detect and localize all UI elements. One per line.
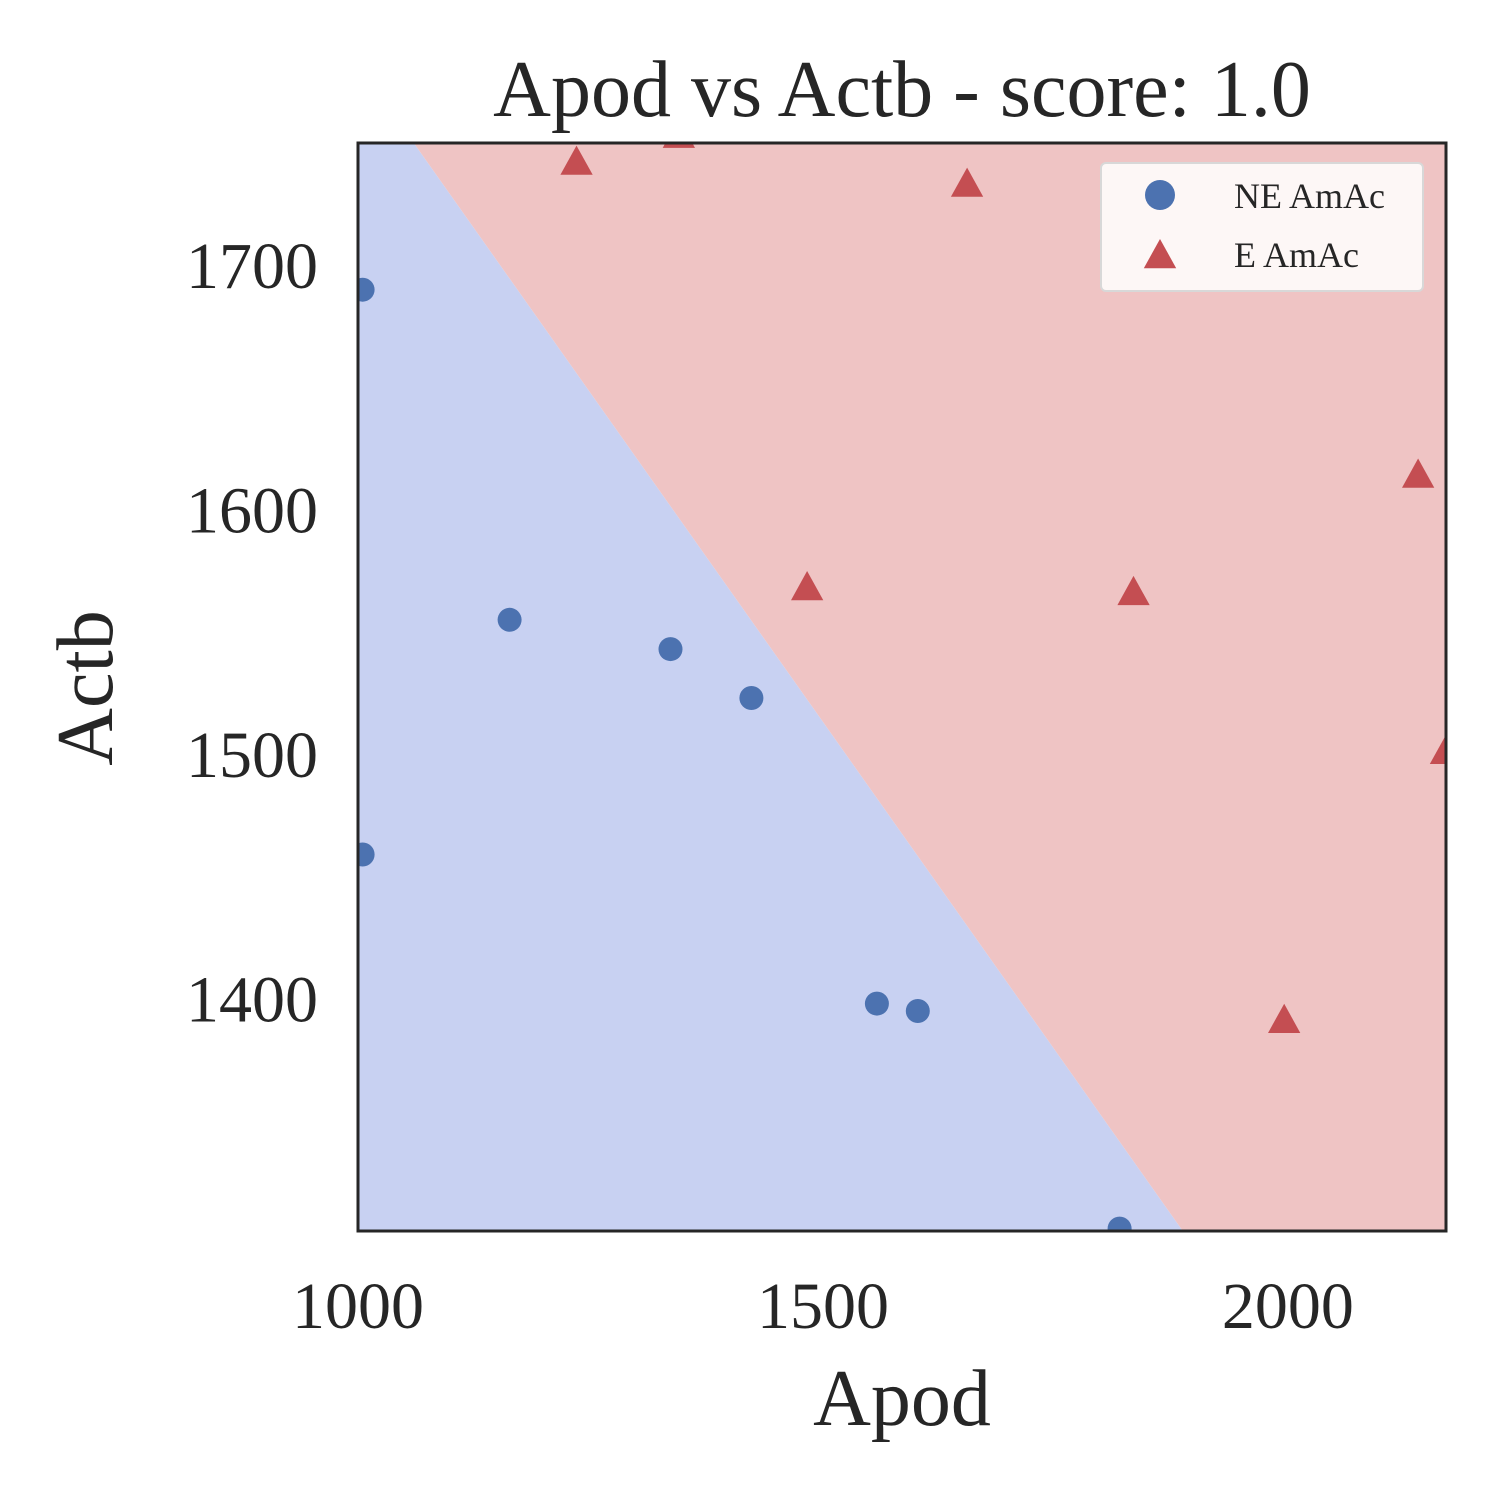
legend-marker-ne-amac [1145, 180, 1175, 210]
y-tick-label: 1700 [186, 230, 318, 303]
y-tick-label: 1500 [186, 719, 318, 792]
plot-area [358, 143, 1446, 1231]
point-e-amac-6 [1402, 458, 1435, 488]
legend-label-ne-amac: NE AmAc [1234, 176, 1385, 216]
x-axis-label: Apod [813, 1355, 991, 1443]
point-ne-amac-0 [358, 277, 375, 302]
plot-frame [356, 141, 1448, 1233]
point-ne-amac-6 [358, 842, 375, 867]
legend: NE AmAc E AmAc [1100, 162, 1424, 292]
data-points [358, 143, 1446, 1231]
point-e-amac-5 [1268, 1003, 1301, 1033]
point-ne-amac-4 [864, 991, 889, 1016]
point-e-amac-3 [791, 571, 824, 601]
point-ne-amac-7 [1107, 1216, 1132, 1231]
point-ne-amac-3 [739, 686, 764, 710]
y-axis-ticks: 1400 1500 1600 1700 [186, 230, 318, 1036]
region-e-amac [413, 143, 1446, 1231]
x-tick-label: 1000 [292, 1270, 424, 1343]
x-tick-label: 1500 [757, 1270, 889, 1343]
y-tick-label: 1600 [186, 475, 318, 548]
x-axis-ticks: 1000 1500 2000 [292, 1270, 1354, 1343]
point-ne-amac-5 [905, 999, 930, 1023]
region-ne-amac [358, 143, 1183, 1231]
point-ne-amac-1 [497, 607, 522, 632]
y-axis-label: Actb [42, 610, 130, 766]
point-ne-amac-2 [658, 637, 683, 662]
x-tick-label: 2000 [1222, 1270, 1354, 1343]
legend-box [1100, 162, 1424, 292]
legend-label-e-amac: E AmAc [1234, 235, 1359, 275]
point-e-amac-2 [950, 167, 984, 197]
legend-marker-e-amac [1143, 239, 1177, 269]
y-tick-label: 1400 [186, 964, 318, 1037]
point-e-amac-0 [560, 145, 593, 175]
chart-title: Apod vs Actb - score: 1.0 [493, 46, 1311, 134]
point-e-amac-4 [1117, 575, 1150, 606]
point-e-amac-7 [1429, 734, 1446, 764]
